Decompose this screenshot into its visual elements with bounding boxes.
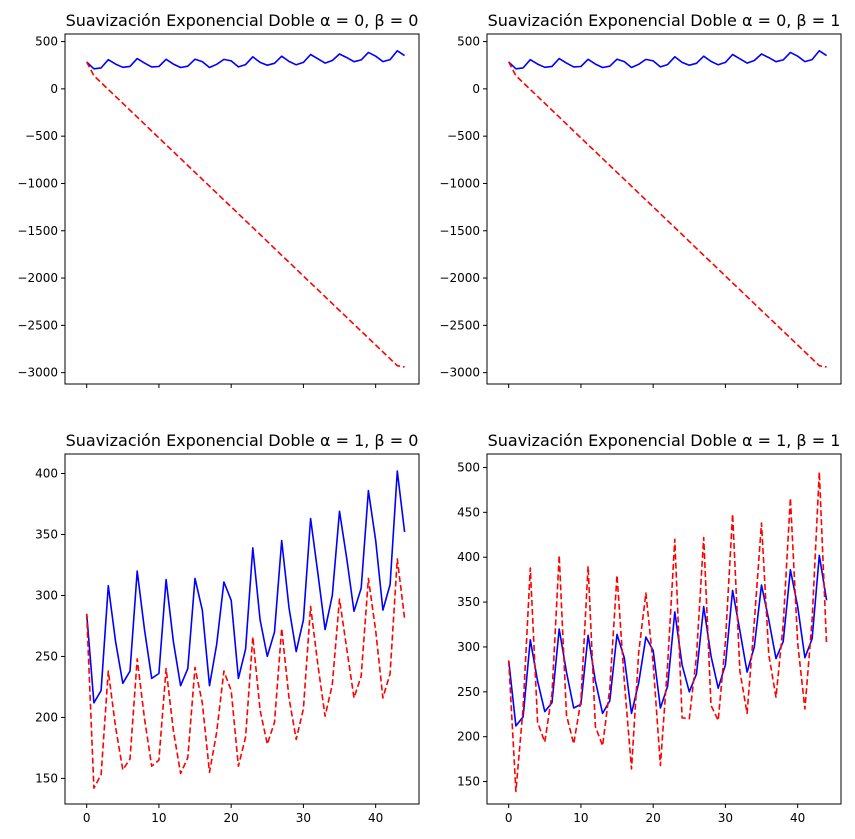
chart-title: Suavización Exponencial Doble α = 0, β =…	[488, 11, 841, 30]
x-tick-label: 20	[646, 811, 661, 825]
series-line-observed	[508, 49, 828, 70]
y-tick-label: −1000	[439, 176, 480, 190]
x-tick-label: 20	[224, 811, 239, 825]
y-tick-label: 0	[472, 82, 480, 96]
y-tick-label: −3000	[17, 366, 58, 380]
y-tick-label: 250	[457, 685, 480, 699]
subplot-alpha1-beta1: Suavización Exponencial Doble α = 1, β =…	[457, 431, 842, 825]
y-tick-label: 400	[35, 467, 58, 481]
y-tick-label: −1500	[439, 224, 480, 238]
y-tick-label: 250	[35, 649, 58, 663]
y-tick-label: 350	[457, 595, 480, 609]
y-tick-label: 300	[35, 588, 58, 602]
subplot-alpha1-beta0: Suavización Exponencial Doble α = 1, β =…	[35, 431, 420, 825]
y-tick-label: −2500	[17, 318, 58, 332]
y-tick-label: −1000	[17, 176, 58, 190]
y-tick-label: −500	[447, 129, 480, 143]
series-line-observed	[507, 554, 828, 727]
series-line-smoothed	[85, 61, 405, 368]
y-tick-label: 200	[35, 710, 58, 724]
y-tick-label: −2500	[439, 318, 480, 332]
y-tick-label: 150	[35, 771, 58, 785]
y-tick-label: 500	[457, 35, 480, 49]
y-tick-label: 150	[457, 775, 480, 789]
y-tick-label: −500	[25, 129, 58, 143]
plot-area	[64, 33, 420, 385]
x-tick-label: 40	[368, 811, 383, 825]
chart-title: Suavización Exponencial Doble α = 0, β =…	[66, 11, 419, 30]
y-tick-label: 200	[457, 730, 480, 744]
y-tick-label: −1500	[17, 224, 58, 238]
series-line-smoothed	[85, 558, 406, 789]
plot-area	[486, 33, 842, 385]
x-tick-label: 30	[718, 811, 733, 825]
x-tick-label: 10	[573, 811, 588, 825]
y-tick-label: 500	[35, 35, 58, 49]
y-tick-label: −3000	[439, 366, 480, 380]
plot-area	[486, 453, 842, 805]
plot-area	[64, 453, 420, 805]
series-line-observed	[86, 49, 406, 70]
y-tick-label: −2000	[439, 271, 480, 285]
x-tick-label: 0	[83, 811, 91, 825]
series-line-smoothed	[507, 471, 828, 793]
y-tick-label: 400	[457, 550, 480, 564]
x-tick-label: 10	[151, 811, 166, 825]
x-tick-label: 0	[505, 811, 513, 825]
y-tick-label: 450	[457, 505, 480, 519]
y-tick-label: 0	[50, 82, 58, 96]
series-line-smoothed	[507, 61, 827, 368]
subplot-alpha0-beta0: Suavización Exponencial Doble α = 0, β =…	[17, 11, 420, 388]
x-tick-label: 40	[790, 811, 805, 825]
subplot-alpha0-beta1: Suavización Exponencial Doble α = 0, β =…	[439, 11, 842, 388]
series-line-observed	[85, 470, 406, 704]
x-tick-label: 30	[296, 811, 311, 825]
chart-title: Suavización Exponencial Doble α = 1, β =…	[488, 431, 841, 450]
chart-title: Suavización Exponencial Doble α = 1, β =…	[66, 431, 419, 450]
y-tick-label: 350	[35, 527, 58, 541]
y-tick-label: −2000	[17, 271, 58, 285]
y-tick-label: 300	[457, 640, 480, 654]
y-tick-label: 500	[457, 460, 480, 474]
